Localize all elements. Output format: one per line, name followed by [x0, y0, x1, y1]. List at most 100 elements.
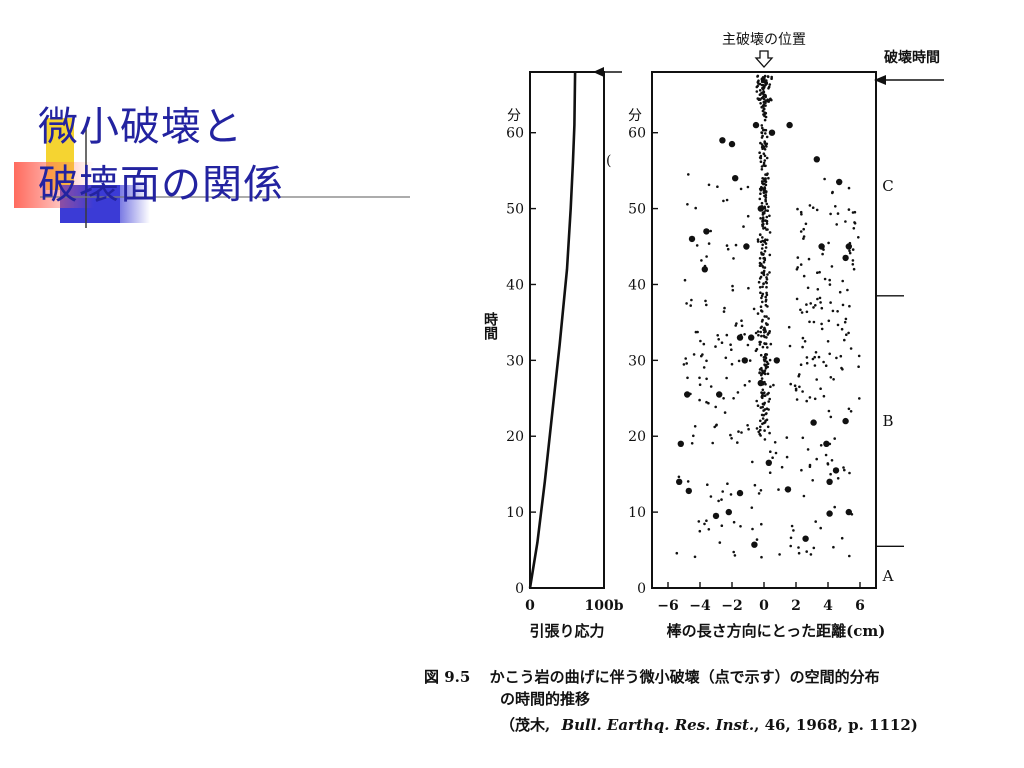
small-event-dot [762, 413, 765, 417]
small-event-dot [723, 411, 727, 414]
small-event-dot [729, 433, 732, 437]
small-event-dot [849, 410, 853, 413]
small-event-dot [759, 406, 763, 409]
small-event-dot [767, 100, 770, 103]
small-event-dot [831, 190, 834, 194]
large-event-dot [701, 266, 708, 273]
small-event-dot [765, 285, 768, 289]
scatter-y-tick-label: 10 [628, 505, 646, 521]
small-event-dot [709, 229, 712, 233]
small-event-dot [765, 315, 768, 318]
small-event-dot [705, 255, 708, 258]
small-event-dot [847, 186, 851, 190]
small-event-dot [733, 554, 737, 557]
small-event-dot [762, 266, 765, 269]
small-event-dot [720, 524, 724, 527]
small-event-dot [755, 399, 758, 403]
fracture-time-arrow-head [874, 75, 886, 85]
small-event-dot [844, 317, 848, 321]
small-event-dot [760, 310, 764, 313]
small-event-dot [764, 382, 767, 386]
stress-curve [528, 71, 577, 589]
small-event-dot [778, 553, 781, 556]
small-event-dot [684, 357, 687, 360]
phase-markers: A B C [876, 177, 904, 585]
small-event-dot [739, 525, 742, 528]
large-event-dot [784, 486, 792, 493]
small-event-dot [808, 204, 812, 207]
small-event-dot [690, 298, 693, 302]
large-event-dot [836, 178, 843, 186]
small-event-dot [735, 322, 738, 325]
small-event-dot [717, 338, 720, 341]
small-event-dot [746, 424, 749, 427]
small-event-dot [823, 177, 826, 181]
small-event-dot [734, 243, 738, 247]
small-event-dot [835, 356, 838, 360]
small-event-dot [763, 240, 766, 244]
small-event-dot [763, 328, 767, 331]
small-event-dot [762, 90, 765, 93]
small-event-dot [771, 456, 774, 460]
slide-title-line1: 微小破壊と [38, 104, 243, 150]
small-event-dot [716, 334, 719, 337]
large-event-dot [768, 129, 776, 136]
small-event-dot [697, 520, 701, 523]
stress-y-tick-label: 0 [515, 581, 524, 597]
large-event-dot [743, 243, 750, 250]
small-event-dot [765, 291, 768, 295]
small-event-dot [724, 356, 728, 360]
large-event-dot [728, 140, 736, 148]
small-event-dot [682, 363, 686, 366]
small-event-dot [761, 217, 765, 221]
small-event-dot [848, 249, 851, 253]
small-event-dot [832, 545, 835, 549]
small-event-dot [758, 257, 762, 260]
small-event-dot [848, 554, 851, 558]
small-event-dot [763, 394, 767, 397]
small-event-dot [760, 377, 764, 380]
small-event-dot [762, 222, 765, 226]
scatter-y-tick-label: 60 [628, 126, 646, 142]
small-event-dot [762, 97, 766, 101]
small-event-dot [773, 441, 777, 444]
small-event-dot [763, 141, 766, 145]
small-event-dot [720, 341, 724, 345]
small-event-dot [757, 492, 761, 495]
small-event-dot [765, 278, 769, 281]
small-events [675, 74, 861, 559]
scatter-x-tick-label: 2 [791, 598, 801, 614]
small-event-dot [759, 192, 762, 195]
small-event-dot [763, 211, 766, 215]
small-event-dot [767, 87, 770, 90]
large-event-dot [741, 357, 748, 364]
small-event-dot [761, 109, 765, 113]
stress-x-axis: 0 100b [525, 598, 624, 614]
small-event-dot [730, 348, 733, 352]
small-event-dot [814, 304, 817, 307]
main-fracture-arrow-icon [754, 50, 774, 68]
small-event-dot [730, 437, 733, 440]
small-event-dot [760, 395, 764, 399]
small-event-dot [762, 334, 766, 338]
small-event-dot [805, 399, 808, 403]
small-event-dot [759, 326, 763, 330]
slide-title-line2: 破壊面の関係 [38, 162, 284, 208]
small-event-dot [812, 320, 816, 324]
small-event-dot [836, 310, 839, 313]
small-event-dot [763, 179, 766, 183]
small-event-dot [747, 286, 750, 290]
small-event-dot [760, 78, 764, 81]
small-event-dot [756, 312, 760, 315]
small-event-dot [808, 463, 812, 467]
small-event-dot [760, 391, 763, 394]
large-event-dot [716, 391, 723, 398]
small-event-dot [765, 215, 769, 219]
small-event-dot [767, 400, 770, 403]
small-event-dot [764, 79, 768, 83]
small-event-dot [803, 340, 807, 343]
large-event-dot [751, 541, 758, 548]
small-event-dot [736, 391, 740, 394]
small-event-dot [816, 288, 820, 291]
large-events [676, 121, 852, 548]
